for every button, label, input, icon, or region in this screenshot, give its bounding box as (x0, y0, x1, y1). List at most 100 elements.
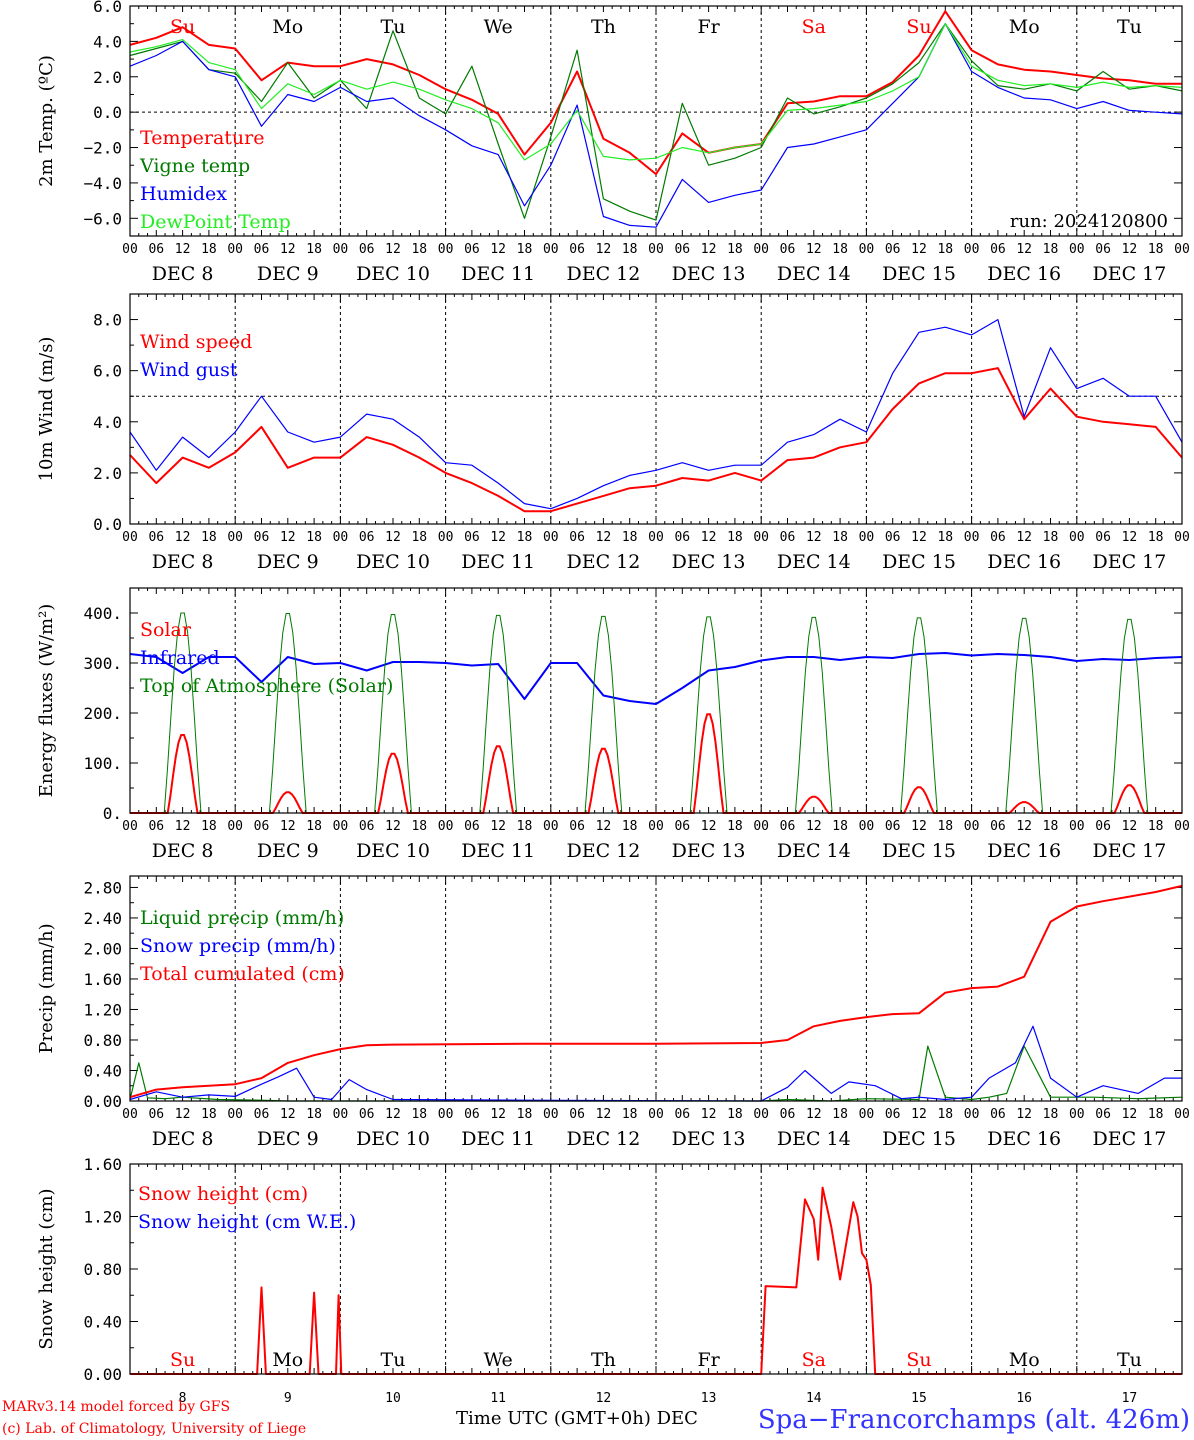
lab-credit: (c) Lab. of Climatology, University of L… (2, 1421, 306, 1437)
date-label: DEC 10 (356, 263, 430, 285)
y-tick-label: 0. (103, 804, 122, 823)
hour-tick-label: 12 (1016, 530, 1032, 545)
day-number: 14 (806, 1391, 822, 1406)
hour-tick-label: 12 (490, 242, 506, 257)
hour-tick-label: 12 (701, 819, 717, 834)
date-label: DEC 15 (882, 1128, 956, 1150)
hour-tick-label: 06 (1095, 530, 1111, 545)
day-name: Th (591, 16, 616, 38)
hour-tick-label: 18 (622, 819, 638, 834)
hour-tick-label: 06 (464, 819, 480, 834)
hour-tick-label: 12 (701, 530, 717, 545)
hour-tick-label: 18 (622, 530, 638, 545)
hour-tick-label: 12 (911, 242, 927, 257)
day-name: Mo (272, 1349, 303, 1371)
legend-entry: Total cumulated (cm) (140, 963, 345, 985)
hour-tick-label: 06 (148, 819, 164, 834)
hour-tick-label: 18 (306, 242, 322, 257)
hour-tick-label: 18 (727, 242, 743, 257)
hour-tick-label: 12 (490, 819, 506, 834)
hour-tick-label: 12 (175, 530, 191, 545)
legend-entry: Solar (140, 619, 192, 641)
hour-tick-label: 06 (674, 242, 690, 257)
hour-tick-label: 00 (964, 819, 980, 834)
series-line-infrared (129, 652, 1183, 705)
hour-tick-label: 06 (148, 530, 164, 545)
station-title: Spa−Francorchamps (alt. 426m) (758, 1405, 1190, 1435)
panel-wind: 0.0 2.0 4.0 6.0 8.0 10m Wind (m/s) Wind speed W… (36, 293, 1190, 573)
hour-tick-label: 06 (569, 530, 585, 545)
hour-tick-label: 06 (569, 242, 585, 257)
date-label: DEC 12 (566, 1128, 640, 1150)
hour-tick-label: 18 (622, 1107, 638, 1122)
hour-tick-label: 12 (1122, 819, 1138, 834)
date-label: DEC 16 (987, 840, 1061, 862)
hour-tick-label: 00 (438, 1107, 454, 1122)
hour-tick-label: 12 (1122, 242, 1138, 257)
plot-frame (129, 293, 1183, 525)
hour-tick-label: 12 (911, 819, 927, 834)
hour-tick-label: 18 (832, 530, 848, 545)
series-line-wind-gust (129, 319, 1183, 510)
hour-tick-label: 06 (359, 242, 375, 257)
plot-frame (129, 875, 1183, 1102)
hour-tick-label: 12 (1122, 1107, 1138, 1122)
date-label: DEC 12 (566, 840, 640, 862)
hour-tick-label: 12 (175, 819, 191, 834)
date-label: DEC 12 (566, 263, 640, 285)
hour-tick-label: 12 (175, 242, 191, 257)
hour-tick-label: 12 (385, 819, 401, 834)
series-line-humidex (129, 23, 1183, 228)
day-name: Sa (802, 1349, 826, 1371)
day-name: Mo (1009, 16, 1040, 38)
hour-tick-label: 06 (569, 1107, 585, 1122)
hour-tick-label: 18 (201, 1107, 217, 1122)
series-line-dewpoint-temp (129, 23, 1183, 161)
legend-entry: Infrared (140, 647, 220, 669)
hour-tick-label: 12 (280, 242, 296, 257)
hour-tick-label: 00 (859, 530, 875, 545)
legend-entry: Snow height (cm W.E.) (138, 1211, 356, 1233)
hour-tick-label: 06 (254, 1107, 270, 1122)
hour-tick-label: 18 (1148, 530, 1164, 545)
date-label: DEC 17 (1092, 263, 1166, 285)
legend-entry: Wind speed (140, 331, 252, 353)
hour-tick-label: 18 (517, 530, 533, 545)
panel-snow: 0.00 0.40 0.80 1.20 1.60 Snow height (cm) Snow… (36, 1155, 1183, 1406)
hour-tick-label: 06 (990, 819, 1006, 834)
hour-tick-label: 06 (148, 1107, 164, 1122)
hour-tick-label: 00 (648, 242, 664, 257)
y-tick-label: 100. (83, 754, 122, 773)
hour-tick-label: 06 (1095, 1107, 1111, 1122)
model-credit: MARv3.14 model forced by GFS (2, 1399, 230, 1415)
hour-tick-label: 00 (964, 530, 980, 545)
hour-tick-label: 06 (254, 819, 270, 834)
hour-tick-label: 00 (1069, 819, 1085, 834)
y-tick-label: 2.40 (83, 909, 122, 928)
hour-tick-label: 18 (937, 530, 953, 545)
hour-tick-label: 06 (885, 1107, 901, 1122)
hour-tick-label: 18 (306, 530, 322, 545)
legend-entry: DewPoint Temp (140, 211, 291, 233)
hour-tick-label: 18 (411, 1107, 427, 1122)
day-number: 11 (490, 1391, 506, 1406)
hour-tick-label: 00 (438, 242, 454, 257)
hour-tick-label: 00 (543, 242, 559, 257)
hour-tick-label: 12 (806, 530, 822, 545)
y-tick-label: 300. (83, 654, 122, 673)
date-label: DEC 14 (777, 551, 851, 573)
y-tick-label: 0.80 (83, 1031, 122, 1050)
date-label: DEC 9 (257, 263, 319, 285)
day-number: 16 (1016, 1391, 1032, 1406)
y-tick-label: 6.0 (93, 362, 122, 381)
date-label: DEC 8 (152, 551, 214, 573)
y-axis-label: Energy fluxes (W/m²) (36, 604, 57, 798)
hour-tick-label: 00 (227, 530, 243, 545)
time-axis-label: Time UTC (GMT+0h) DEC (456, 1408, 698, 1429)
day-number: 15 (911, 1391, 927, 1406)
date-label: DEC 17 (1092, 551, 1166, 573)
y-tick-label: 1.20 (83, 1208, 122, 1227)
hour-tick-label: 18 (517, 1107, 533, 1122)
day-name: Fr (697, 1349, 720, 1371)
hour-tick-label: 12 (490, 530, 506, 545)
